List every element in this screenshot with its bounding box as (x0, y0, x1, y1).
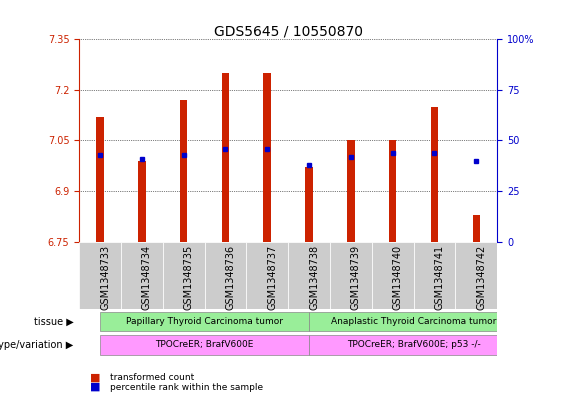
Bar (246, 242, 288, 309)
Text: TPOCreER; BrafV600E; p53 -/-: TPOCreER; BrafV600E; p53 -/- (347, 340, 480, 349)
Bar (221, 73, 229, 242)
Text: GSM1348739: GSM1348739 (351, 245, 361, 310)
Bar (472, 215, 480, 242)
Text: transformed count: transformed count (110, 373, 194, 382)
Bar (180, 100, 188, 242)
Bar (305, 167, 313, 242)
Bar (79, 242, 121, 309)
Bar (455, 242, 497, 309)
Bar (121, 242, 163, 309)
Text: GSM1348741: GSM1348741 (434, 245, 445, 310)
Title: GDS5645 / 10550870: GDS5645 / 10550870 (214, 24, 363, 38)
Text: tissue ▶: tissue ▶ (34, 316, 73, 326)
Bar (347, 141, 355, 242)
Text: GSM1348734: GSM1348734 (142, 245, 152, 310)
Bar (330, 242, 372, 309)
Text: GSM1348733: GSM1348733 (100, 245, 110, 310)
Text: GSM1348740: GSM1348740 (393, 245, 403, 310)
Text: GSM1348738: GSM1348738 (309, 245, 319, 310)
Bar (309, 312, 518, 331)
Bar (431, 107, 438, 242)
Text: genotype/variation ▶: genotype/variation ▶ (0, 340, 73, 350)
Text: Anaplastic Thyroid Carcinoma tumor: Anaplastic Thyroid Carcinoma tumor (331, 317, 496, 326)
Text: Papillary Thyroid Carcinoma tumor: Papillary Thyroid Carcinoma tumor (126, 317, 283, 326)
Text: GSM1348736: GSM1348736 (225, 245, 236, 310)
Text: GSM1348737: GSM1348737 (267, 245, 277, 310)
Bar (100, 312, 309, 331)
Bar (96, 117, 104, 242)
Text: ■: ■ (90, 372, 101, 382)
Bar (372, 242, 414, 309)
Bar (288, 242, 330, 309)
Text: GSM1348735: GSM1348735 (184, 245, 194, 310)
Bar (309, 335, 518, 354)
Bar (138, 161, 146, 242)
Bar (389, 141, 397, 242)
Text: percentile rank within the sample: percentile rank within the sample (110, 383, 263, 391)
Bar (263, 73, 271, 242)
Bar (100, 335, 309, 354)
Text: ■: ■ (90, 382, 101, 392)
Text: GSM1348742: GSM1348742 (476, 245, 486, 310)
Bar (414, 242, 455, 309)
Text: TPOCreER; BrafV600E: TPOCreER; BrafV600E (155, 340, 254, 349)
Bar (205, 242, 246, 309)
Bar (163, 242, 205, 309)
